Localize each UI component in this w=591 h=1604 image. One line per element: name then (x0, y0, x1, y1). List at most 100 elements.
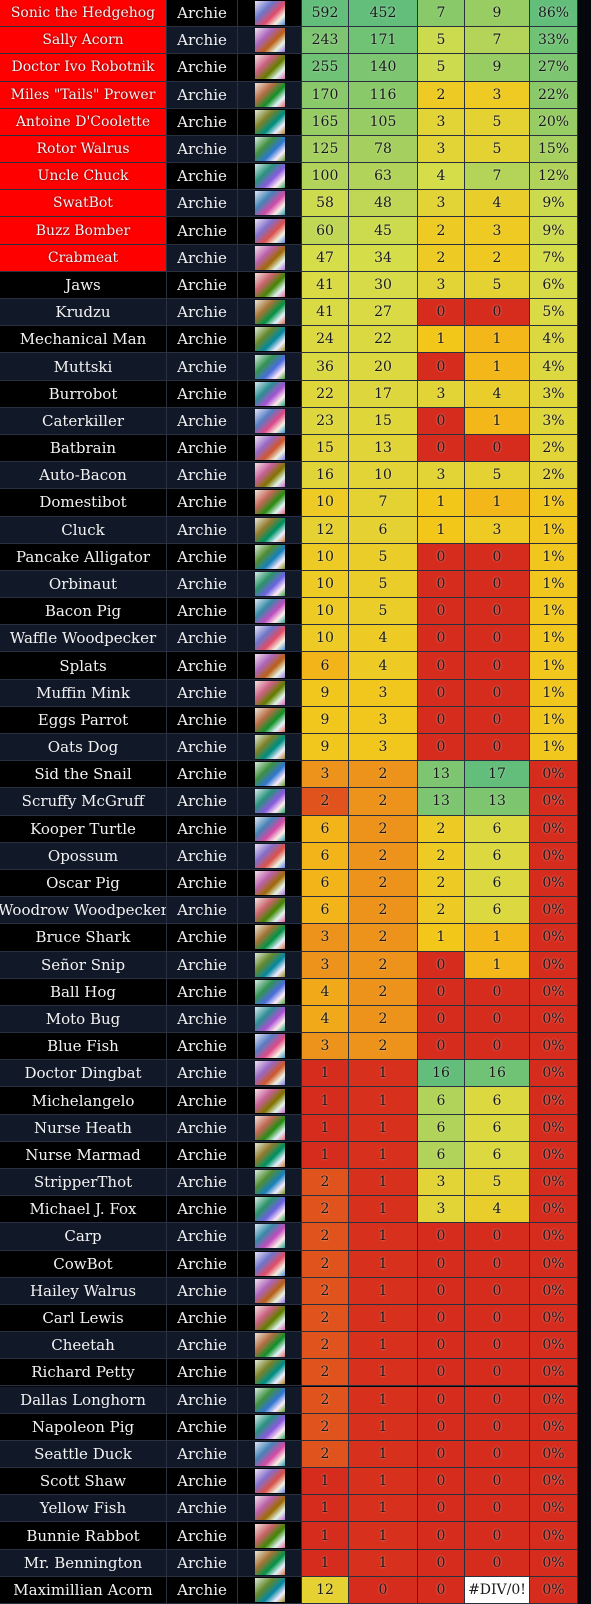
character-name: Yellow Fish (0, 1495, 167, 1523)
stat-cell: 0 (418, 1386, 465, 1414)
character-name: Richard Petty (0, 1359, 167, 1387)
character-thumbnail (238, 652, 302, 680)
thumbnail-image (254, 1115, 285, 1140)
stat-cell: 0 (465, 1522, 530, 1550)
stat-cell: 12 (302, 516, 349, 544)
character-thumbnail (238, 543, 302, 571)
stat-cell: 1 (349, 1277, 418, 1305)
stat-cell: 0% (530, 1495, 578, 1523)
table-row: Miles "Tails" Prower Archie 170 116 2 3 22% (0, 81, 578, 109)
character-name: Bruce Shark (0, 924, 167, 952)
character-thumbnail (238, 0, 302, 28)
stat-cell: 0% (530, 1386, 578, 1414)
stat-cell: 2 (302, 1223, 349, 1251)
stat-cell: 24 (302, 326, 349, 354)
character-thumbnail (238, 244, 302, 272)
stat-cell: 125 (302, 135, 349, 164)
character-thumbnail (238, 869, 302, 898)
character-name: Carl Lewis (0, 1304, 167, 1333)
table-row: Mechanical Man Archie 24 22 1 1 4% (0, 326, 578, 354)
stat-cell: 3 (302, 1033, 349, 1061)
thumbnail-image (254, 381, 285, 406)
thumbnail-image (254, 762, 285, 787)
stat-cell: 1% (530, 706, 578, 735)
stat-cell: 22% (530, 81, 578, 109)
character-name: Dallas Longhorn (0, 1386, 167, 1414)
thumbnail-image (254, 272, 285, 297)
thumbnail-image (254, 408, 285, 433)
stat-cell: 0% (530, 1277, 578, 1305)
stat-cell: 3 (418, 135, 465, 164)
thumbnail-image (254, 1224, 285, 1249)
character-name: Carp (0, 1223, 167, 1251)
stat-cell: 3 (418, 108, 465, 136)
stat-cell: 2 (302, 1250, 349, 1278)
stat-cell: 1% (530, 543, 578, 571)
character-name: StripperThot (0, 1169, 167, 1197)
character-thumbnail (238, 1114, 302, 1142)
stat-cell: 452 (349, 0, 418, 28)
table-row: Batbrain Archie 15 13 0 0 2% (0, 434, 578, 463)
stat-cell: 0% (530, 1196, 578, 1224)
stat-cell: 1 (349, 1468, 418, 1496)
stat-cell: 16 (418, 1060, 465, 1088)
table-row: Opossum Archie 6 2 2 6 0% (0, 842, 578, 870)
stat-cell: 58 (302, 190, 349, 218)
stat-cell: 0 (465, 1223, 530, 1251)
stat-cell: 0 (418, 706, 465, 735)
publisher: Archie (167, 924, 238, 952)
stat-cell: 6 (302, 869, 349, 898)
character-thumbnail (238, 1250, 302, 1278)
stat-cell: 45 (349, 217, 418, 245)
character-name: Rotor Walrus (0, 135, 167, 164)
stat-cell: 63 (349, 163, 418, 191)
stat-cell: 4 (465, 1196, 530, 1224)
stat-cell: 3 (418, 190, 465, 218)
character-name: CowBot (0, 1250, 167, 1278)
character-name: SwatBot (0, 190, 167, 218)
stat-cell: 0 (465, 299, 530, 327)
stat-cell: 0% (530, 978, 578, 1006)
character-thumbnail (238, 1495, 302, 1523)
stat-cell: 3 (418, 1196, 465, 1224)
thumbnail-image (254, 463, 285, 488)
stat-cell: 2 (418, 81, 465, 109)
stat-cell: 1 (465, 326, 530, 354)
character-name: Napoleon Pig (0, 1413, 167, 1441)
character-thumbnail (238, 299, 302, 327)
character-thumbnail (238, 1304, 302, 1333)
character-thumbnail (238, 489, 302, 517)
publisher: Archie (167, 1196, 238, 1224)
publisher: Archie (167, 54, 238, 82)
character-thumbnail (238, 1005, 302, 1034)
stat-cell: 2 (349, 788, 418, 816)
stat-cell: 6 (465, 869, 530, 898)
stat-cell: 170 (302, 81, 349, 109)
stat-cell: 1 (302, 1522, 349, 1550)
stat-cell: 20% (530, 108, 578, 136)
table-row: Caterkiller Archie 23 15 0 1 3% (0, 407, 578, 435)
stat-cell: 0% (530, 924, 578, 952)
stat-cell: 2 (302, 1332, 349, 1360)
table-row: Buzz Bomber Archie 60 45 2 3 9% (0, 217, 578, 245)
stat-cell: 10 (302, 570, 349, 599)
stat-cell: 1 (349, 1087, 418, 1115)
stat-cell: 0 (465, 543, 530, 571)
table-row: Cheetah Archie 2 1 0 0 0% (0, 1332, 578, 1360)
stat-cell: 0% (530, 1413, 578, 1441)
stat-cell: 0% (530, 1005, 578, 1034)
thumbnail-image (254, 653, 285, 678)
stat-cell: 1 (349, 1114, 418, 1142)
character-thumbnail (238, 380, 302, 408)
table-row: CowBot Archie 2 1 0 0 0% (0, 1250, 578, 1278)
character-thumbnail (238, 734, 302, 762)
stat-cell: 9 (465, 0, 530, 28)
stat-cell: 0 (465, 1304, 530, 1333)
character-thumbnail (238, 1413, 302, 1441)
stat-cell: 1 (349, 1169, 418, 1197)
stat-cell: 15 (302, 434, 349, 463)
character-thumbnail (238, 108, 302, 136)
stat-cell: 0% (530, 1359, 578, 1387)
publisher: Archie (167, 1223, 238, 1251)
